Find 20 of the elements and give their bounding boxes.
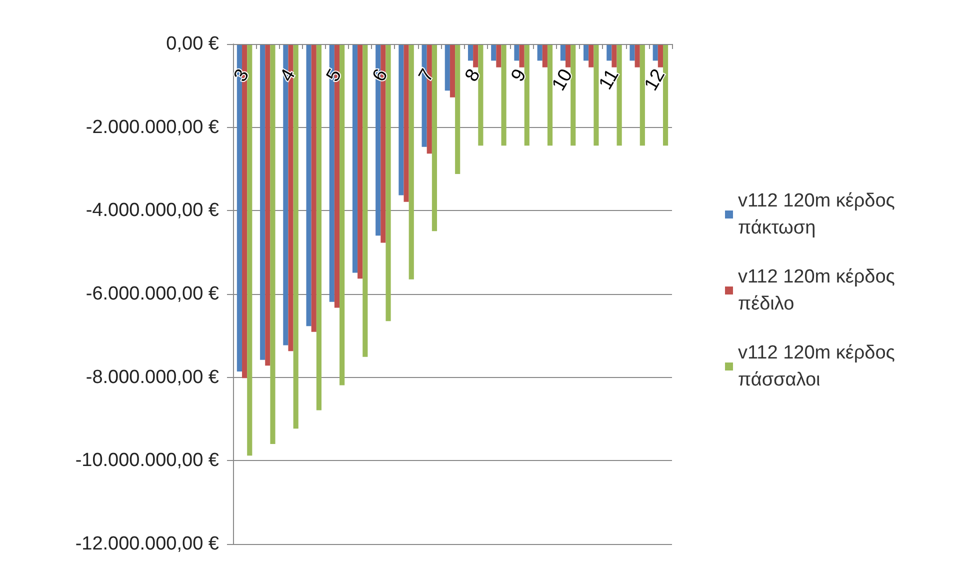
- y-tick-label: -12.000.000,00 €: [75, 534, 220, 554]
- y-tick-label: -2.000.000,00 €: [86, 116, 220, 138]
- x-tick-label: 7: [415, 66, 438, 86]
- y-tick-label: -10.000.000,00 €: [75, 450, 220, 472]
- legend-label: v112 120m κέρδος πάσσαλοι: [738, 342, 900, 390]
- x-tick-label: 8: [461, 66, 485, 86]
- y-tick-label: -4.000.000,00 €: [86, 200, 220, 222]
- x-tick-label: 6: [368, 66, 392, 86]
- y-tick-label: 0,00 €: [166, 34, 220, 54]
- x-tick-label: 11: [595, 66, 624, 94]
- x-tick-label: 9: [507, 66, 531, 86]
- x-tick-label: 5: [322, 66, 346, 86]
- legend-label: v112 120m κέρδος πέδιλο: [738, 266, 900, 314]
- x-tick-label: 3: [230, 66, 254, 86]
- y-tick-label: -8.000.000,00 €: [86, 366, 220, 388]
- x-tick-label: 12: [640, 66, 670, 95]
- legend-label: v112 120m κέρδος πάκτωση: [738, 190, 900, 238]
- y-tick-label: -6.000.000,00 €: [86, 284, 220, 304]
- x-tick-label: 10: [548, 66, 578, 95]
- x-tick-label: 4: [276, 66, 300, 86]
